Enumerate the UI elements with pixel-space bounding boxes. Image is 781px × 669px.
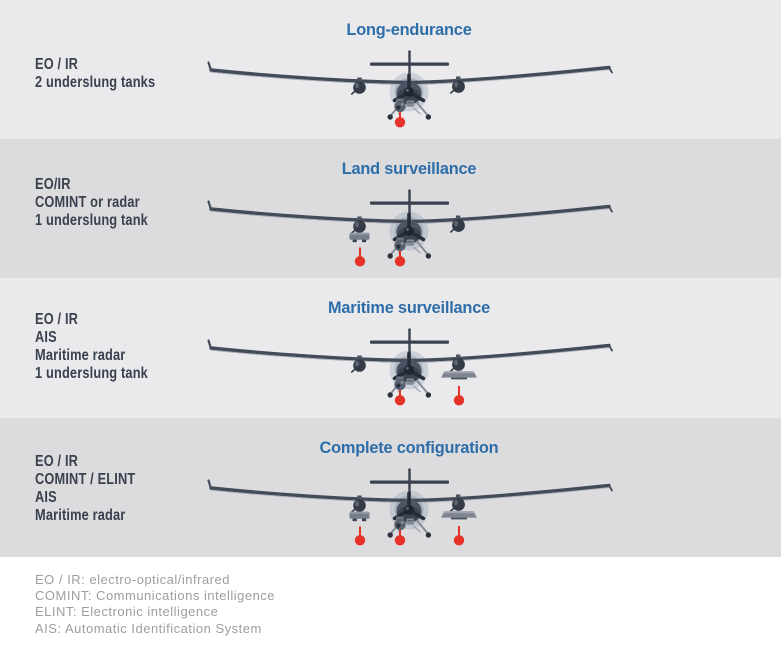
aircraft-illustration bbox=[199, 184, 619, 279]
eoir-turret-icon bbox=[394, 516, 414, 531]
feature-list: EO/IR COMINT or radar 1 underslung tank bbox=[35, 176, 148, 230]
right-pod-icon bbox=[441, 494, 477, 520]
band-title: Long-endurance bbox=[346, 20, 472, 39]
left-pod-icon bbox=[349, 495, 370, 522]
feature-line: COMINT / ELINT bbox=[35, 471, 136, 488]
aircraft-illustration bbox=[199, 323, 619, 418]
pin-comint-icon bbox=[354, 247, 366, 267]
feature-line: Maritime radar bbox=[35, 507, 126, 524]
feature-line: 1 underslung tank bbox=[35, 212, 148, 229]
band-title: Land surveillance bbox=[341, 159, 477, 178]
glossary-line: AIS: Automatic Identification System bbox=[35, 620, 262, 636]
config-band-maritime-surveillance: Maritime surveillance EO / IR AIS Mariti… bbox=[0, 278, 781, 418]
maritime-radar-panel-icon bbox=[441, 371, 477, 380]
left-pod-icon bbox=[349, 216, 370, 243]
uav-front-view-icon bbox=[207, 50, 613, 128]
eoir-turret-icon bbox=[394, 376, 414, 391]
glossary-line: EO / IR: electro-optical/infrared bbox=[35, 572, 230, 587]
comint-sensor-box-icon bbox=[349, 232, 370, 243]
comint-sensor-box-icon bbox=[349, 511, 370, 522]
uav-front-view-icon bbox=[207, 189, 613, 267]
feature-line: AIS bbox=[35, 329, 57, 346]
feature-line: EO / IR bbox=[35, 56, 79, 73]
feature-line: COMINT or radar bbox=[35, 194, 140, 211]
pin-eoir-icon bbox=[394, 390, 406, 406]
aircraft-illustration bbox=[199, 463, 619, 558]
uav-front-view-icon bbox=[207, 328, 613, 406]
pin-radar-icon bbox=[453, 526, 465, 546]
config-band-long-endurance: Long-endurance EO / IR 2 underslung tank… bbox=[0, 0, 781, 139]
eoir-turret-icon bbox=[394, 237, 414, 252]
aircraft-illustration bbox=[199, 45, 619, 140]
right-pod-icon bbox=[441, 354, 477, 380]
band-title: Maritime surveillance bbox=[328, 298, 490, 317]
feature-list: EO / IR COMINT / ELINT AIS Maritime rada… bbox=[35, 453, 135, 525]
left-pod-icon bbox=[351, 77, 366, 95]
feature-line: 2 underslung tanks bbox=[35, 74, 156, 91]
feature-line: EO/IR bbox=[35, 176, 71, 193]
maritime-radar-panel-icon bbox=[441, 511, 477, 520]
pin-eoir-icon bbox=[394, 251, 406, 267]
pin-eoir-icon bbox=[394, 530, 406, 546]
pin-radar-icon bbox=[453, 386, 465, 406]
feature-line: AIS bbox=[35, 489, 57, 506]
feature-list: EO / IR 2 underslung tanks bbox=[35, 56, 155, 92]
propeller-icon bbox=[392, 212, 426, 242]
config-band-complete-configuration: Complete configuration EO / IR COMINT / … bbox=[0, 418, 781, 557]
feature-line: EO / IR bbox=[35, 453, 79, 470]
glossary-line: COMINT: Communications intelligence bbox=[35, 588, 276, 604]
left-pod-icon bbox=[351, 355, 366, 373]
feature-line: 1 underslung tank bbox=[35, 365, 148, 382]
pin-eoir-icon bbox=[394, 112, 406, 128]
glossary-line: ELINT: Electronic intelligence bbox=[35, 604, 219, 620]
feature-line: Maritime radar bbox=[35, 347, 126, 364]
right-pod-icon bbox=[450, 76, 465, 94]
feature-line: EO / IR bbox=[35, 311, 79, 328]
glossary: EO / IR: electro-optical/infrared COMINT… bbox=[0, 557, 781, 669]
eoir-turret-icon bbox=[394, 98, 414, 113]
pin-comint-icon bbox=[354, 526, 366, 546]
band-title: Complete configuration bbox=[319, 438, 499, 457]
right-pod-icon bbox=[450, 215, 465, 233]
uav-front-view-icon bbox=[207, 468, 613, 546]
feature-list: EO / IR AIS Maritime radar 1 underslung … bbox=[35, 311, 148, 383]
config-band-land-surveillance: Land surveillance EO/IR COMINT or radar … bbox=[0, 139, 781, 278]
